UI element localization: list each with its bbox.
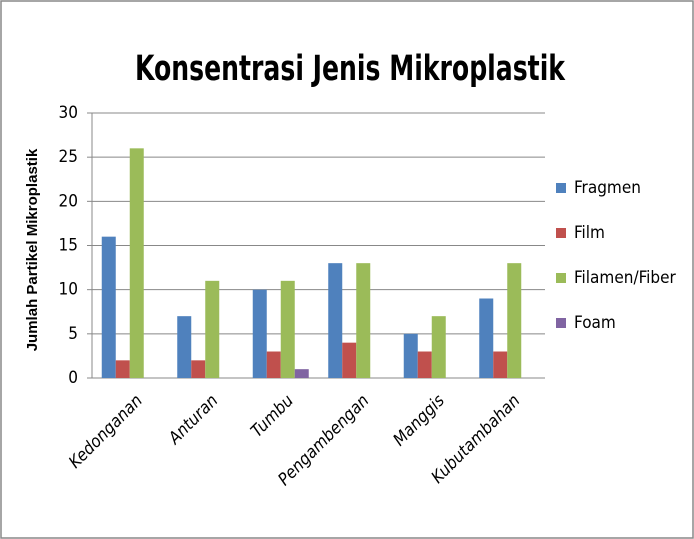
bar [479, 298, 494, 378]
legend-swatch [556, 183, 566, 193]
bar [101, 236, 116, 378]
y-axis-label: Jumlah Partikel Mikroplastik [24, 148, 41, 351]
bar [328, 263, 343, 378]
y-tick-label: 0 [68, 368, 78, 388]
legend-label: Film [574, 223, 605, 243]
y-tick-label: 30 [59, 103, 78, 123]
bar [507, 263, 522, 378]
y-tick-label: 10 [59, 280, 78, 300]
legend-label: Fragmen [574, 178, 641, 198]
bar [403, 333, 418, 378]
bar [115, 360, 130, 378]
bar [266, 351, 281, 378]
legend-swatch [556, 273, 566, 283]
bar [191, 360, 206, 378]
legend-label: Foam [574, 313, 616, 333]
bar [205, 280, 220, 378]
bar [294, 369, 309, 378]
y-tick-label: 5 [68, 324, 78, 344]
legend-swatch [556, 228, 566, 238]
bar [252, 289, 267, 378]
legend-label: Filamen/Fiber [574, 268, 677, 288]
bar [342, 342, 357, 378]
chart-title: Konsentrasi Jenis Mikroplastik [135, 49, 566, 89]
bar [431, 316, 446, 378]
y-tick-label: 15 [59, 236, 78, 256]
bar [177, 316, 192, 378]
y-tick-label: 25 [59, 147, 78, 167]
y-tick-label: 20 [59, 191, 78, 211]
bar [129, 148, 144, 378]
legend-swatch [556, 318, 566, 328]
bar [280, 280, 295, 378]
bar [493, 351, 508, 378]
bar [356, 263, 371, 378]
bar [417, 351, 432, 378]
